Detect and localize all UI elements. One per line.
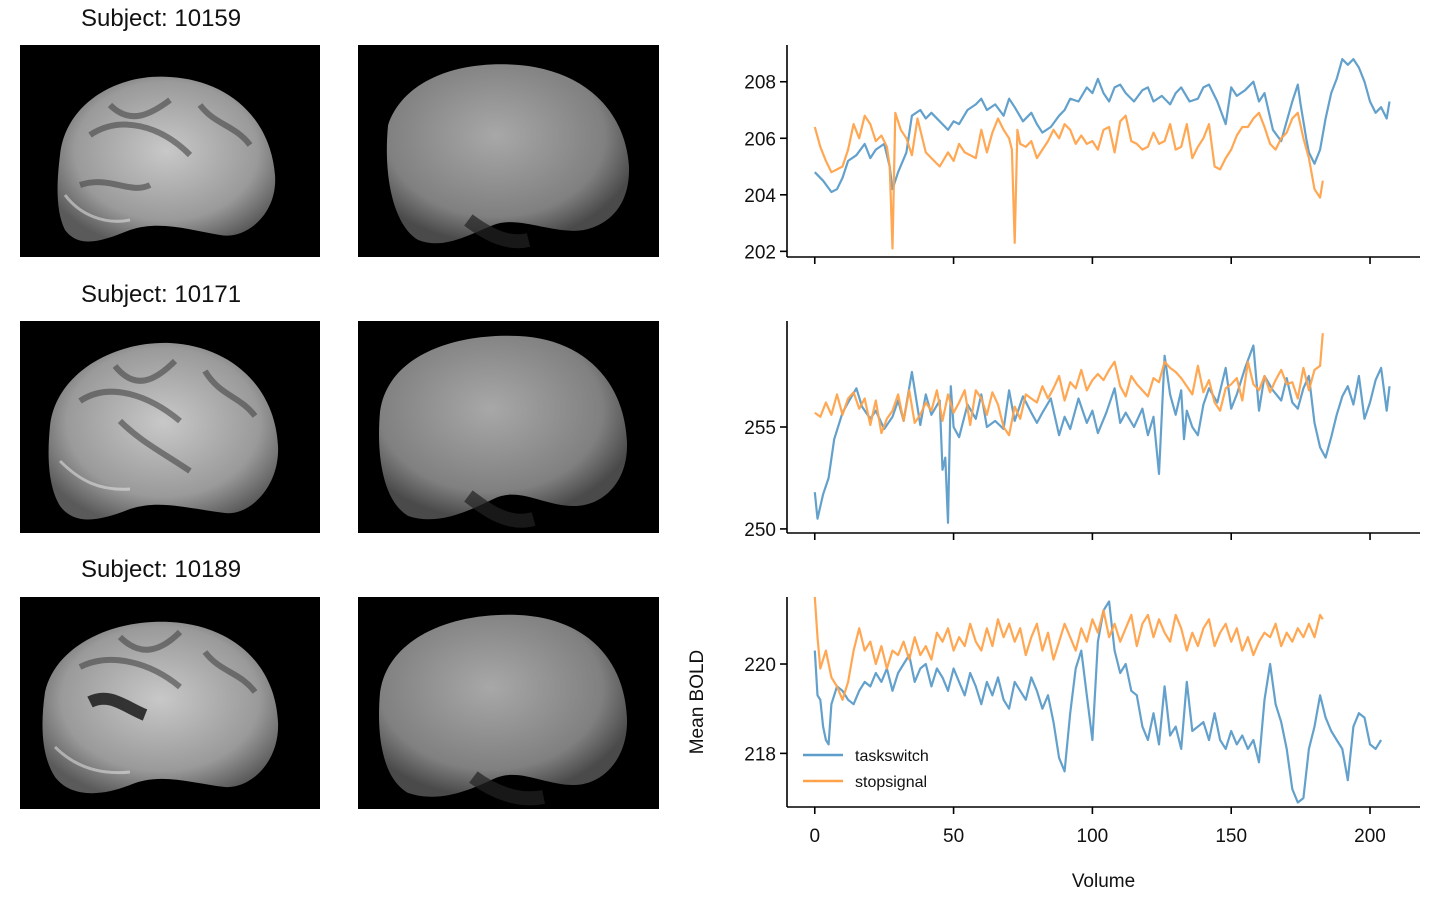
x-tick-label: 50 bbox=[943, 826, 964, 847]
y-tick-label: 250 bbox=[744, 520, 776, 541]
legend-label-taskswitch: taskswitch bbox=[855, 748, 929, 765]
series-line-stopsignal-panel-3 bbox=[813, 596, 1324, 701]
y-axis-label: Mean BOLD bbox=[687, 650, 708, 755]
bold-slice-3 bbox=[358, 597, 659, 809]
y-tick-label: 255 bbox=[744, 418, 776, 439]
x-tick-label: 200 bbox=[1354, 826, 1386, 847]
anatomical-slice-1 bbox=[20, 45, 320, 257]
series-line-stopsignal-panel-1 bbox=[813, 111, 1324, 250]
subject-title-1: Subject: 10159 bbox=[81, 5, 242, 32]
x-tick-label: 0 bbox=[809, 826, 820, 847]
bold-slice-2 bbox=[358, 321, 659, 533]
y-tick-label: 202 bbox=[744, 242, 776, 263]
series-line-taskswitch-panel-1 bbox=[814, 57, 1391, 194]
legend-label-stopsignal: stopsignal bbox=[855, 774, 927, 791]
subject-title-3: Subject: 10189 bbox=[81, 556, 242, 583]
bold-slice-1 bbox=[358, 45, 659, 257]
subject-title-2: Subject: 10171 bbox=[81, 281, 242, 308]
x-tick-label: 150 bbox=[1215, 826, 1247, 847]
y-tick-label: 220 bbox=[744, 655, 776, 676]
series-line-taskswitch-panel-3 bbox=[813, 600, 1383, 804]
y-tick-label: 206 bbox=[744, 129, 776, 150]
y-tick-label: 218 bbox=[744, 744, 776, 765]
x-axis-label: Volume bbox=[1072, 871, 1135, 892]
anatomical-slice-2 bbox=[20, 321, 320, 533]
y-tick-label: 204 bbox=[744, 186, 776, 207]
series-line-stopsignal-panel-2 bbox=[814, 333, 1324, 437]
anatomical-slice-3 bbox=[20, 597, 320, 809]
x-tick-label: 100 bbox=[1077, 826, 1109, 847]
y-tick-label: 208 bbox=[744, 73, 776, 94]
series-line-taskswitch-panel-2 bbox=[813, 344, 1391, 524]
